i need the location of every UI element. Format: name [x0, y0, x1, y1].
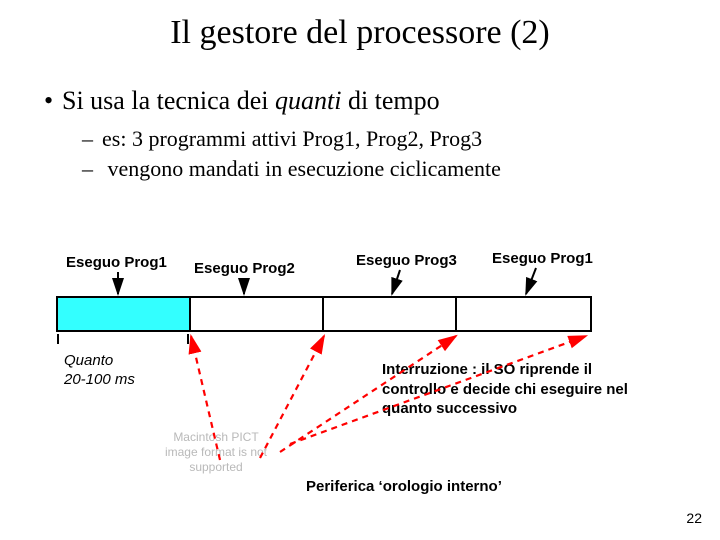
bullet-text-pre: Si usa la tecnica dei [62, 86, 275, 115]
slide: Il gestore del processore (2) •Si usa la… [0, 0, 720, 540]
quanto-line1: Quanto [64, 352, 113, 369]
page-number: 22 [686, 510, 702, 526]
quanto-line2: 20-100 ms [64, 371, 135, 388]
timeline-cell-2 [191, 298, 324, 330]
timeline-cell-3 [324, 298, 457, 330]
dash-1: – [82, 126, 102, 152]
quanto-label: Quanto 20-100 ms [64, 352, 135, 390]
periferica-label: Periferica ‘orologio interno’ [306, 478, 502, 495]
label-prog1b: Eseguo Prog1 [492, 250, 593, 267]
sub1-text: es: 3 programmi attivi Prog1, Prog2, Pro… [102, 126, 482, 151]
bullet-text-post: di tempo [341, 86, 439, 115]
timeline-bar [56, 296, 592, 332]
arrow-label4 [526, 268, 536, 294]
label-prog1a: Eseguo Prog1 [66, 254, 167, 271]
timeline-cell-1 [58, 298, 191, 330]
dash-2: – [82, 156, 102, 182]
label-prog2: Eseguo Prog2 [194, 260, 295, 277]
slide-title: Il gestore del processore (2) [0, 14, 720, 52]
sub-bullet-2: – vengono mandati in esecuzione ciclicam… [82, 156, 501, 182]
sub-bullet-1: –es: 3 programmi attivi Prog1, Prog2, Pr… [82, 126, 482, 152]
timeline-cell-4 [457, 298, 590, 330]
bullet-dot: • [44, 86, 62, 116]
bullet-main: •Si usa la tecnica dei quanti di tempo [44, 86, 440, 116]
interrupt-label: Interruzione : il SO riprende il control… [382, 360, 652, 419]
arrow-label3 [392, 270, 400, 294]
bullet-text-italic: quanti [275, 86, 341, 115]
sub2-text: vengono mandati in esecuzione ciclicamen… [102, 156, 501, 181]
label-prog3: Eseguo Prog3 [356, 252, 457, 269]
pict-placeholder: Macintosh PICT image format is not suppo… [156, 430, 276, 475]
